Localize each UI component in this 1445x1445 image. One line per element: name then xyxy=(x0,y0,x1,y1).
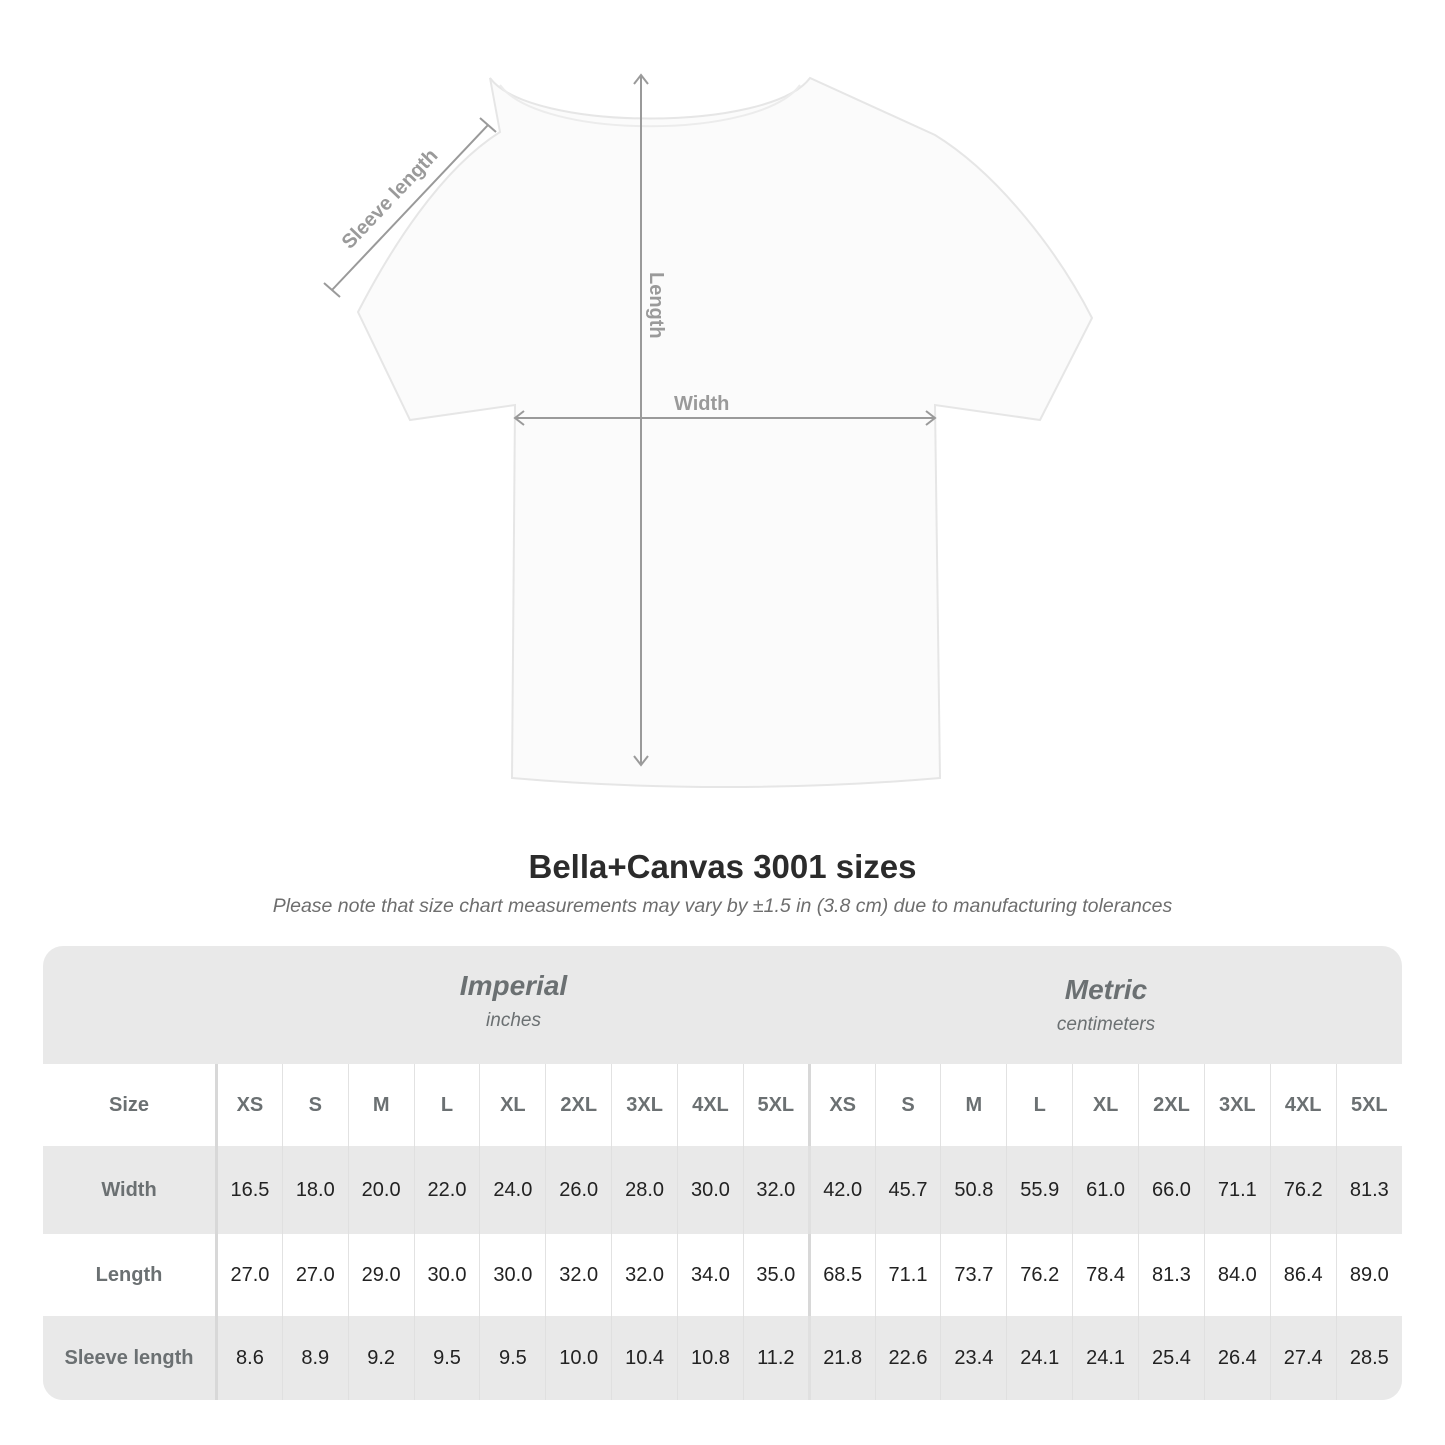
imperial-value-cell: 20.0 xyxy=(347,1146,415,1234)
tshirt-diagram: Sleeve length Length Width xyxy=(323,73,1094,788)
metric-value-cell: 42.0 xyxy=(807,1146,876,1234)
imperial-value-cell: 32.0 xyxy=(742,1146,810,1234)
metric-value-cell: 81.3 xyxy=(1138,1234,1205,1316)
imperial-value-cell: 32.0 xyxy=(611,1234,678,1316)
metric-value-cell: 21.8 xyxy=(807,1316,876,1400)
metric-value-cell: 73.7 xyxy=(940,1234,1007,1316)
metric-value-cell: 71.1 xyxy=(874,1234,941,1316)
metric-size-header: 3XL xyxy=(1203,1064,1271,1146)
imperial-value-cell: 9.5 xyxy=(413,1316,480,1400)
metric-size-header: L xyxy=(1006,1064,1073,1146)
metric-value-cell: 55.9 xyxy=(1006,1146,1073,1234)
imperial-value-cell: 10.0 xyxy=(545,1316,612,1400)
imperial-value-cell: 27.0 xyxy=(216,1234,283,1316)
size-header-row: Size XS S M L XL 2XL 3XL 4XL 5XL XS S M L XL 2XL 3XL 4XL 5… xyxy=(43,1064,1402,1146)
row-label: Length xyxy=(43,1234,218,1316)
imperial-value-cell: 29.0 xyxy=(347,1234,415,1316)
metric-size-header: 2XL xyxy=(1138,1064,1205,1146)
imperial-value-cell: 18.0 xyxy=(281,1146,349,1234)
size-label: Size xyxy=(43,1064,218,1146)
row-label: Width xyxy=(43,1146,218,1234)
metric-unit: centimeters xyxy=(1056,1014,1156,1035)
chart-title: Bella+Canvas 3001 sizes xyxy=(528,848,917,885)
imperial-size-header: L xyxy=(413,1064,480,1146)
imperial-size-header: 2XL xyxy=(545,1064,612,1146)
imperial-value-cell: 27.0 xyxy=(281,1234,349,1316)
row-label: Sleeve length xyxy=(43,1316,218,1400)
metric-value-cell: 61.0 xyxy=(1072,1146,1139,1234)
width-label: Width xyxy=(674,393,729,415)
metric-value-cell: 89.0 xyxy=(1335,1234,1402,1316)
size-table: Size XS S M L XL 2XL 3XL 4XL 5XL XS S M L XL 2XL 3XL 4XL 5… xyxy=(43,1064,1402,1400)
table-row: Length 27.0 27.0 29.0 30.0 30.0 32.0 32.0 34.0 35… xyxy=(43,1234,1402,1316)
metric-size-header: 5XL xyxy=(1335,1064,1402,1146)
tolerance-note: Please note that size chart measurements… xyxy=(272,895,1173,917)
imperial-value-cell: 26.0 xyxy=(545,1146,612,1234)
metric-value-cell: 24.1 xyxy=(1072,1316,1139,1400)
metric-header: Metric centimeters xyxy=(810,950,1402,1068)
imperial-value-cell: 9.2 xyxy=(347,1316,415,1400)
imperial-value-cell: 8.6 xyxy=(216,1316,283,1400)
imperial-size-header: XS xyxy=(216,1064,283,1146)
table-row: Sleeve length 8.6 8.9 9.2 9.5 9.5 10.0 10.4 10.8… xyxy=(43,1316,1402,1400)
metric-value-cell: 22.6 xyxy=(874,1316,941,1400)
metric-value-cell: 24.1 xyxy=(1006,1316,1073,1400)
tshirt-shape xyxy=(356,76,1094,788)
metric-value-cell: 66.0 xyxy=(1138,1146,1205,1234)
imperial-size-header: XL xyxy=(479,1064,546,1146)
imperial-value-cell: 16.5 xyxy=(216,1146,283,1234)
metric-value-cell: 81.3 xyxy=(1335,1146,1402,1234)
imperial-size-header: 3XL xyxy=(611,1064,678,1146)
metric-size-header: XS xyxy=(807,1064,876,1146)
imperial-value-cell: 10.4 xyxy=(611,1316,678,1400)
metric-value-cell: 28.5 xyxy=(1335,1316,1402,1400)
imperial-value-cell: 11.2 xyxy=(742,1316,810,1400)
collar-seam xyxy=(499,84,801,128)
imperial-value-cell: 10.8 xyxy=(677,1316,744,1400)
imperial-value-cell: 28.0 xyxy=(611,1146,678,1234)
metric-size-header: XL xyxy=(1072,1064,1139,1146)
imperial-value-cell: 9.5 xyxy=(479,1316,546,1400)
metric-value-cell: 25.4 xyxy=(1138,1316,1205,1400)
metric-value-cell: 23.4 xyxy=(940,1316,1007,1400)
metric-value-cell: 71.1 xyxy=(1203,1146,1271,1234)
metric-value-cell: 68.5 xyxy=(807,1234,876,1316)
metric-value-cell: 76.2 xyxy=(1269,1146,1337,1234)
imperial-value-cell: 22.0 xyxy=(413,1146,480,1234)
imperial-unit: inches xyxy=(486,1010,541,1031)
measurement-lines xyxy=(323,73,937,767)
metric-value-cell: 84.0 xyxy=(1203,1234,1271,1316)
imperial-value-cell: 30.0 xyxy=(677,1146,744,1234)
imperial-value-cell: 32.0 xyxy=(545,1234,612,1316)
imperial-value-cell: 8.9 xyxy=(281,1316,349,1400)
imperial-size-header: 5XL xyxy=(742,1064,810,1146)
metric-value-cell: 50.8 xyxy=(940,1146,1007,1234)
imperial-title: Imperial xyxy=(459,970,568,1001)
imperial-size-header: 4XL xyxy=(677,1064,744,1146)
imperial-size-header: M xyxy=(347,1064,415,1146)
metric-size-header: S xyxy=(874,1064,941,1146)
metric-value-cell: 78.4 xyxy=(1072,1234,1139,1316)
imperial-value-cell: 30.0 xyxy=(479,1234,546,1316)
metric-size-header: 4XL xyxy=(1269,1064,1337,1146)
imperial-value-cell: 24.0 xyxy=(479,1146,546,1234)
metric-value-cell: 45.7 xyxy=(874,1146,941,1234)
imperial-value-cell: 30.0 xyxy=(413,1234,480,1316)
metric-value-cell: 26.4 xyxy=(1203,1316,1271,1400)
size-table-panel: Imperial inches Metric centimeters Size X… xyxy=(43,946,1402,1400)
imperial-size-header: S xyxy=(281,1064,349,1146)
sleeve-length-line xyxy=(331,124,489,291)
imperial-header: Imperial inches xyxy=(217,946,810,1064)
length-label: Length xyxy=(645,272,667,339)
metric-value-cell: 27.4 xyxy=(1269,1316,1337,1400)
metric-value-cell: 76.2 xyxy=(1006,1234,1073,1316)
table-row: Width 16.5 18.0 20.0 22.0 24.0 26.0 28.0 30.0 32.… xyxy=(43,1146,1402,1234)
imperial-value-cell: 34.0 xyxy=(677,1234,744,1316)
metric-value-cell: 86.4 xyxy=(1269,1234,1337,1316)
metric-title: Metric xyxy=(1064,974,1148,1005)
metric-size-header: M xyxy=(940,1064,1007,1146)
imperial-value-cell: 35.0 xyxy=(742,1234,810,1316)
